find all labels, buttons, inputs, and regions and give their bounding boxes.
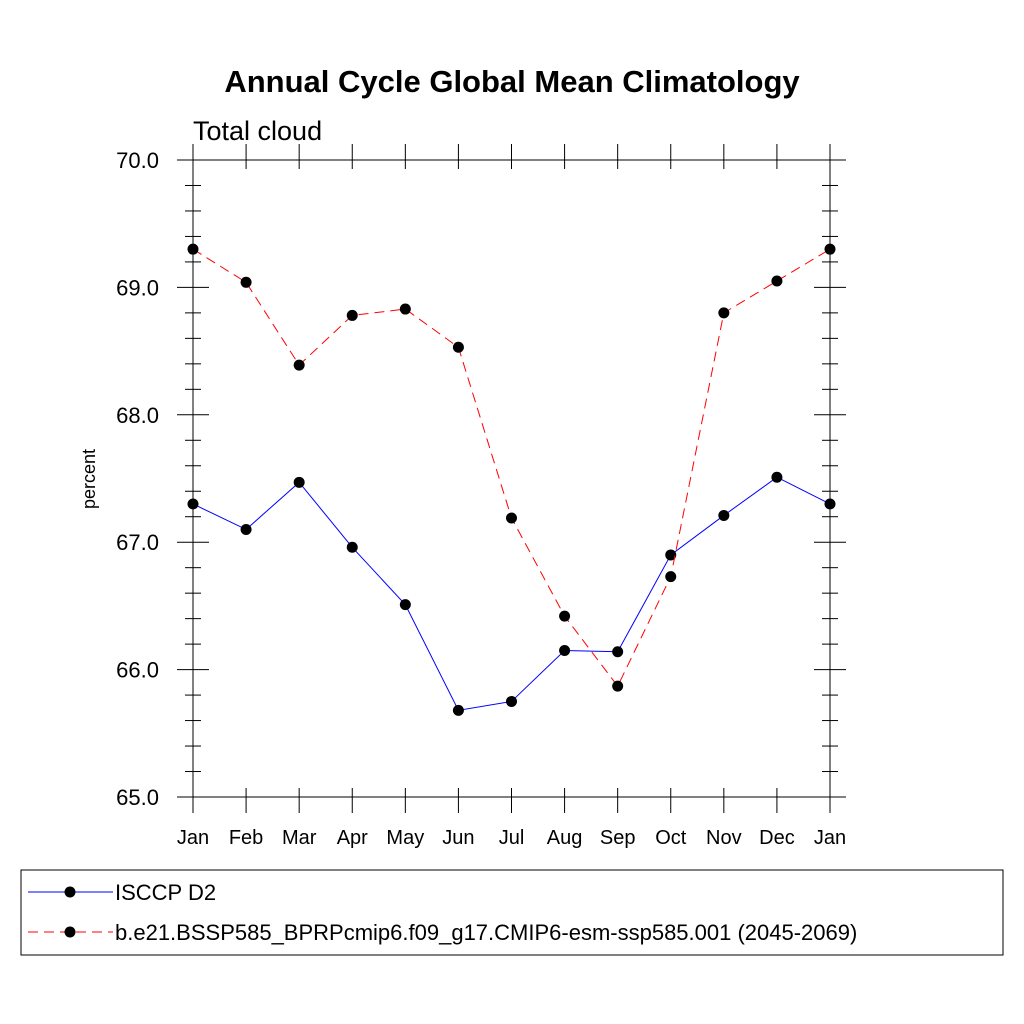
plot-series bbox=[187, 243, 836, 716]
x-tick-label: Mar bbox=[282, 827, 317, 849]
series-line-0 bbox=[192, 476, 831, 711]
legend-marker-0 bbox=[64, 886, 76, 898]
series-1-point bbox=[612, 680, 624, 692]
series-1-point bbox=[346, 309, 358, 321]
y-tick-label: 69.0 bbox=[116, 275, 159, 300]
legend-label-1: b.e21.BSSP585_BPRPcmip6.f09_g17.CMIP6-es… bbox=[115, 920, 857, 945]
y-tick-label: 67.0 bbox=[116, 530, 159, 555]
y-tick-label: 70.0 bbox=[116, 148, 159, 173]
series-1-point bbox=[559, 610, 571, 622]
x-tick-label: Sep bbox=[600, 827, 636, 849]
series-0-point bbox=[771, 471, 783, 483]
series-0-point bbox=[346, 541, 358, 553]
series-0-point bbox=[452, 704, 464, 716]
x-tick-label: Jan bbox=[177, 827, 209, 849]
series-1-point bbox=[506, 512, 517, 524]
x-tick-label: Nov bbox=[706, 827, 742, 849]
x-tick-label: Jun bbox=[442, 827, 474, 849]
legend-marker-1 bbox=[64, 926, 76, 938]
series-1-point bbox=[293, 359, 305, 371]
x-tick-label: Apr bbox=[337, 827, 368, 849]
series-1-point bbox=[824, 243, 836, 255]
series-0-point bbox=[665, 549, 677, 561]
legend: ISCCP D2 b.e21.BSSP585_BPRPcmip6.f09_g17.… bbox=[20, 869, 1004, 956]
y-tick-label: 66.0 bbox=[116, 658, 159, 683]
series-1-point bbox=[718, 307, 730, 319]
x-tick-label: Feb bbox=[229, 827, 263, 849]
x-tick-label: Dec bbox=[759, 827, 795, 849]
series-0-point bbox=[612, 646, 624, 658]
x-tick-label: May bbox=[386, 827, 424, 849]
series-0-point bbox=[559, 644, 571, 656]
legend-box bbox=[20, 869, 1004, 956]
x-tick-label: Jan bbox=[814, 827, 846, 849]
series-1-point bbox=[187, 243, 199, 255]
chart-subtitle: Total cloud bbox=[193, 116, 322, 146]
y-axis-label: percent bbox=[79, 449, 99, 509]
series-0-point bbox=[718, 509, 730, 521]
series-0-point bbox=[506, 695, 517, 707]
series-1-point bbox=[240, 276, 252, 288]
chart-title: Annual Cycle Global Mean Climatology bbox=[224, 64, 800, 99]
series-1-point bbox=[665, 571, 677, 583]
series-line-1 bbox=[192, 248, 831, 688]
axes: 65.0 66.0 67.0 68.0 69.0 70.0 Jan Feb Mar Apr May J… bbox=[116, 144, 846, 849]
legend-label-0: ISCCP D2 bbox=[115, 880, 216, 905]
series-0-point bbox=[187, 498, 199, 510]
x-tick-label: Aug bbox=[547, 827, 583, 849]
x-tick-label: Jul bbox=[499, 827, 525, 849]
series-1-point bbox=[771, 275, 783, 287]
series-1-point bbox=[399, 303, 411, 315]
series-0-point bbox=[293, 476, 305, 488]
series-0-point bbox=[399, 599, 411, 611]
series-1-point bbox=[452, 341, 464, 353]
y-tick-label: 65.0 bbox=[116, 785, 159, 810]
x-tick-label: Oct bbox=[655, 827, 687, 849]
series-0-point bbox=[824, 498, 836, 510]
y-tick-label: 68.0 bbox=[116, 403, 159, 428]
series-0-point bbox=[240, 523, 252, 535]
